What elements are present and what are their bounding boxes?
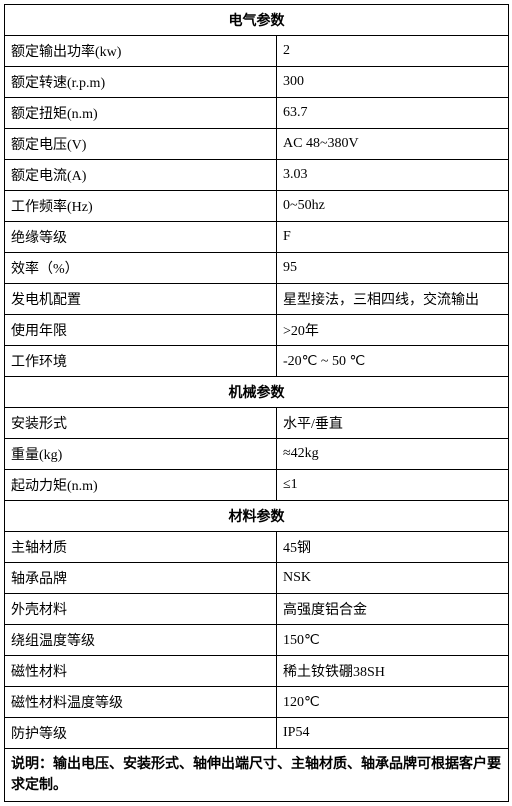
- table-row: 绕组温度等级150℃: [5, 625, 509, 656]
- param-value: 45钢: [277, 532, 509, 563]
- param-value: AC 48~380V: [277, 129, 509, 160]
- param-label: 额定转速(r.p.m): [5, 67, 277, 98]
- table-row: 主轴材质45钢: [5, 532, 509, 563]
- param-value: 0~50hz: [277, 191, 509, 222]
- param-label: 工作频率(Hz): [5, 191, 277, 222]
- param-value: ≤1: [277, 470, 509, 501]
- param-label: 额定电压(V): [5, 129, 277, 160]
- section-header-row: 机械参数: [5, 377, 509, 408]
- param-value: 300: [277, 67, 509, 98]
- table-row: 额定转速(r.p.m)300: [5, 67, 509, 98]
- param-label: 重量(kg): [5, 439, 277, 470]
- param-label: 安装形式: [5, 408, 277, 439]
- param-value: 高强度铝合金: [277, 594, 509, 625]
- param-value: >20年: [277, 315, 509, 346]
- table-row: 效率（%）95: [5, 253, 509, 284]
- table-row: 发电机配置星型接法，三相四线，交流输出: [5, 284, 509, 315]
- param-label: 额定输出功率(kw): [5, 36, 277, 67]
- param-value: F: [277, 222, 509, 253]
- table-row: 额定电流(A)3.03: [5, 160, 509, 191]
- param-label: 额定电流(A): [5, 160, 277, 191]
- table-row: 工作环境-20℃ ~ 50 ℃: [5, 346, 509, 377]
- table-row: 外壳材料高强度铝合金: [5, 594, 509, 625]
- param-value: 95: [277, 253, 509, 284]
- param-value: 150℃: [277, 625, 509, 656]
- param-value: 2: [277, 36, 509, 67]
- table-row: 防护等级IP54: [5, 718, 509, 749]
- section-header-row: 材料参数: [5, 501, 509, 532]
- param-label: 磁性材料温度等级: [5, 687, 277, 718]
- param-label: 起动力矩(n.m): [5, 470, 277, 501]
- footnote-row: 说明：输出电压、安装形式、轴伸出端尺寸、主轴材质、轴承品牌可根据客户要求定制。: [5, 749, 509, 802]
- param-label: 外壳材料: [5, 594, 277, 625]
- spec-table: 电气参数额定输出功率(kw)2额定转速(r.p.m)300额定扭矩(n.m)63…: [4, 4, 509, 802]
- table-row: 安装形式水平/垂直: [5, 408, 509, 439]
- section-title: 机械参数: [5, 377, 509, 408]
- param-value: 稀土钕铁硼38SH: [277, 656, 509, 687]
- table-row: 轴承品牌NSK: [5, 563, 509, 594]
- table-row: 工作频率(Hz)0~50hz: [5, 191, 509, 222]
- param-value: 3.03: [277, 160, 509, 191]
- param-label: 额定扭矩(n.m): [5, 98, 277, 129]
- param-label: 使用年限: [5, 315, 277, 346]
- param-value: IP54: [277, 718, 509, 749]
- table-row: 使用年限>20年: [5, 315, 509, 346]
- param-label: 绝缘等级: [5, 222, 277, 253]
- param-value: ≈42kg: [277, 439, 509, 470]
- param-value: 63.7: [277, 98, 509, 129]
- param-label: 工作环境: [5, 346, 277, 377]
- table-row: 额定电压(V)AC 48~380V: [5, 129, 509, 160]
- table-row: 额定扭矩(n.m)63.7: [5, 98, 509, 129]
- section-title: 电气参数: [5, 5, 509, 36]
- param-value: 星型接法，三相四线，交流输出: [277, 284, 509, 315]
- param-value: 水平/垂直: [277, 408, 509, 439]
- param-label: 发电机配置: [5, 284, 277, 315]
- table-row: 磁性材料温度等级120℃: [5, 687, 509, 718]
- param-value: 120℃: [277, 687, 509, 718]
- param-label: 效率（%）: [5, 253, 277, 284]
- table-row: 额定输出功率(kw)2: [5, 36, 509, 67]
- table-row: 起动力矩(n.m)≤1: [5, 470, 509, 501]
- section-header-row: 电气参数: [5, 5, 509, 36]
- param-label: 轴承品牌: [5, 563, 277, 594]
- param-label: 绕组温度等级: [5, 625, 277, 656]
- param-value: NSK: [277, 563, 509, 594]
- table-row: 重量(kg)≈42kg: [5, 439, 509, 470]
- param-label: 防护等级: [5, 718, 277, 749]
- footnote: 说明：输出电压、安装形式、轴伸出端尺寸、主轴材质、轴承品牌可根据客户要求定制。: [5, 749, 509, 802]
- param-value: -20℃ ~ 50 ℃: [277, 346, 509, 377]
- param-label: 主轴材质: [5, 532, 277, 563]
- section-title: 材料参数: [5, 501, 509, 532]
- table-row: 绝缘等级F: [5, 222, 509, 253]
- table-row: 磁性材料稀土钕铁硼38SH: [5, 656, 509, 687]
- param-label: 磁性材料: [5, 656, 277, 687]
- table-body: 电气参数额定输出功率(kw)2额定转速(r.p.m)300额定扭矩(n.m)63…: [5, 5, 509, 802]
